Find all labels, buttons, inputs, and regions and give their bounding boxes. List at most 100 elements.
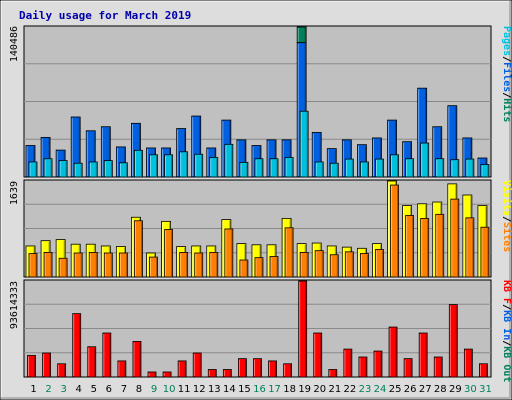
day-label: 1 [30,384,36,395]
chart-title: Daily usage for March 2019 [19,9,191,22]
sites-bar [329,254,339,278]
pages-bar [134,149,143,178]
sites-bar [28,253,38,278]
sites-bar [118,252,128,278]
sites-bar [299,251,309,278]
legend-entry: Hits [501,98,512,122]
panel-hits-ymax-label: 140486 [9,26,20,62]
day-label: 30 [464,384,477,395]
sites-bar [420,218,430,278]
kbytes-bar [72,313,82,378]
kbytes-bar [298,280,308,378]
pages-bar [58,160,68,178]
legend-entry: Visits [501,180,512,216]
legend-entry: Pages [501,26,512,56]
legend-entry: Files [501,62,512,92]
day-label: 20 [313,384,326,395]
pages-bar [435,158,445,178]
sites-bar [103,252,113,278]
sites-bar [450,198,460,278]
kbytes-bar [479,363,488,378]
kbytes-bar [328,369,338,378]
panel-kbytes-ymax-label: 93614333 [9,281,20,329]
sites-bar [375,249,384,278]
day-label: 29 [449,384,462,395]
kbytes-bar [162,371,172,378]
legend-entry: KB In [501,310,512,340]
sites-bar [269,256,279,278]
pages-bar [360,161,369,178]
sites-bar [390,184,399,278]
day-label: 21 [328,384,341,395]
sites-bar [405,215,415,278]
sites-bar [480,226,490,278]
pages-bar [314,161,324,178]
day-label: 4 [76,384,82,395]
day-label: 6 [106,384,112,395]
kbytes-bar [117,360,127,378]
legend-entry: / [501,304,512,310]
kbytes-bar [268,360,277,378]
sites-bar [239,259,249,278]
pages-bar [164,154,173,178]
kbytes-bar [207,369,217,378]
sites-bar [149,256,158,278]
panel-hits: 140486 Pages/Files/Hits [9,25,512,178]
pages-bar [118,162,128,178]
kbytes-bar [102,332,112,378]
kbytes-bar [27,355,36,378]
sites-bar [224,228,234,278]
pages-bar [284,157,294,178]
kbytes-bar [283,363,292,378]
kbytes-bar [343,348,353,378]
pages-bar [465,158,475,178]
day-label: 13 [208,384,221,395]
panel-kbytes-legend: KB F/KB In/KB Out [501,280,512,382]
kbytes-bar [57,363,67,378]
pages-bar [194,153,204,178]
legend-entry: / [501,216,512,222]
day-label: 3 [60,384,66,395]
day-label: 23 [359,384,372,395]
kbytes-bar [418,332,428,378]
pages-bar [209,157,219,178]
kbytes-bar [87,346,97,378]
sites-bar [465,217,475,278]
day-label: 12 [193,384,206,395]
legend-entry: Sites [501,222,512,252]
pages-bar [390,154,399,178]
day-label: 24 [374,384,387,395]
sites-bar [164,229,173,278]
pages-bar [269,158,279,178]
day-label: 5 [91,384,97,395]
day-label: 14 [223,384,236,395]
pages-bar [179,151,189,178]
pages-bar [224,143,234,178]
pages-bar [43,158,53,178]
day-label: 11 [178,384,191,395]
kbytes-bar [132,341,142,378]
sites-bar [360,253,369,278]
pages-bar [88,161,98,178]
pages-bar [480,164,490,178]
kbytes-bar [388,326,398,378]
kbytes-bar [433,356,443,378]
kbytes-bar [238,358,247,378]
pages-bar [450,159,460,178]
day-label: 18 [283,384,296,395]
day-label: 25 [389,384,402,395]
kbytes-bar [147,371,157,378]
pages-bar [239,161,249,178]
kbytes-bar [448,304,458,378]
panel-kbytes: 93614333 KB F/KB In/KB Out [9,279,512,382]
sites-bar [43,251,53,278]
day-label: 16 [253,384,266,395]
day-label: 28 [434,384,447,395]
sites-bar [179,251,189,278]
sites-bar [254,257,264,278]
sites-bar [194,252,204,278]
sites-bar [435,213,445,278]
sites-bar [209,251,219,278]
